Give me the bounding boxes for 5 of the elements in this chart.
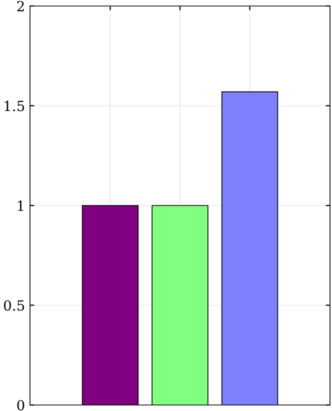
y-tick-label: 1.5	[4, 100, 24, 112]
y-tick-label: 1	[18, 200, 24, 211]
y-tick-label: 0.5	[4, 300, 24, 311]
y-tick-label: 2	[17, 0, 24, 12]
y-tick-label: 0	[17, 400, 24, 410]
